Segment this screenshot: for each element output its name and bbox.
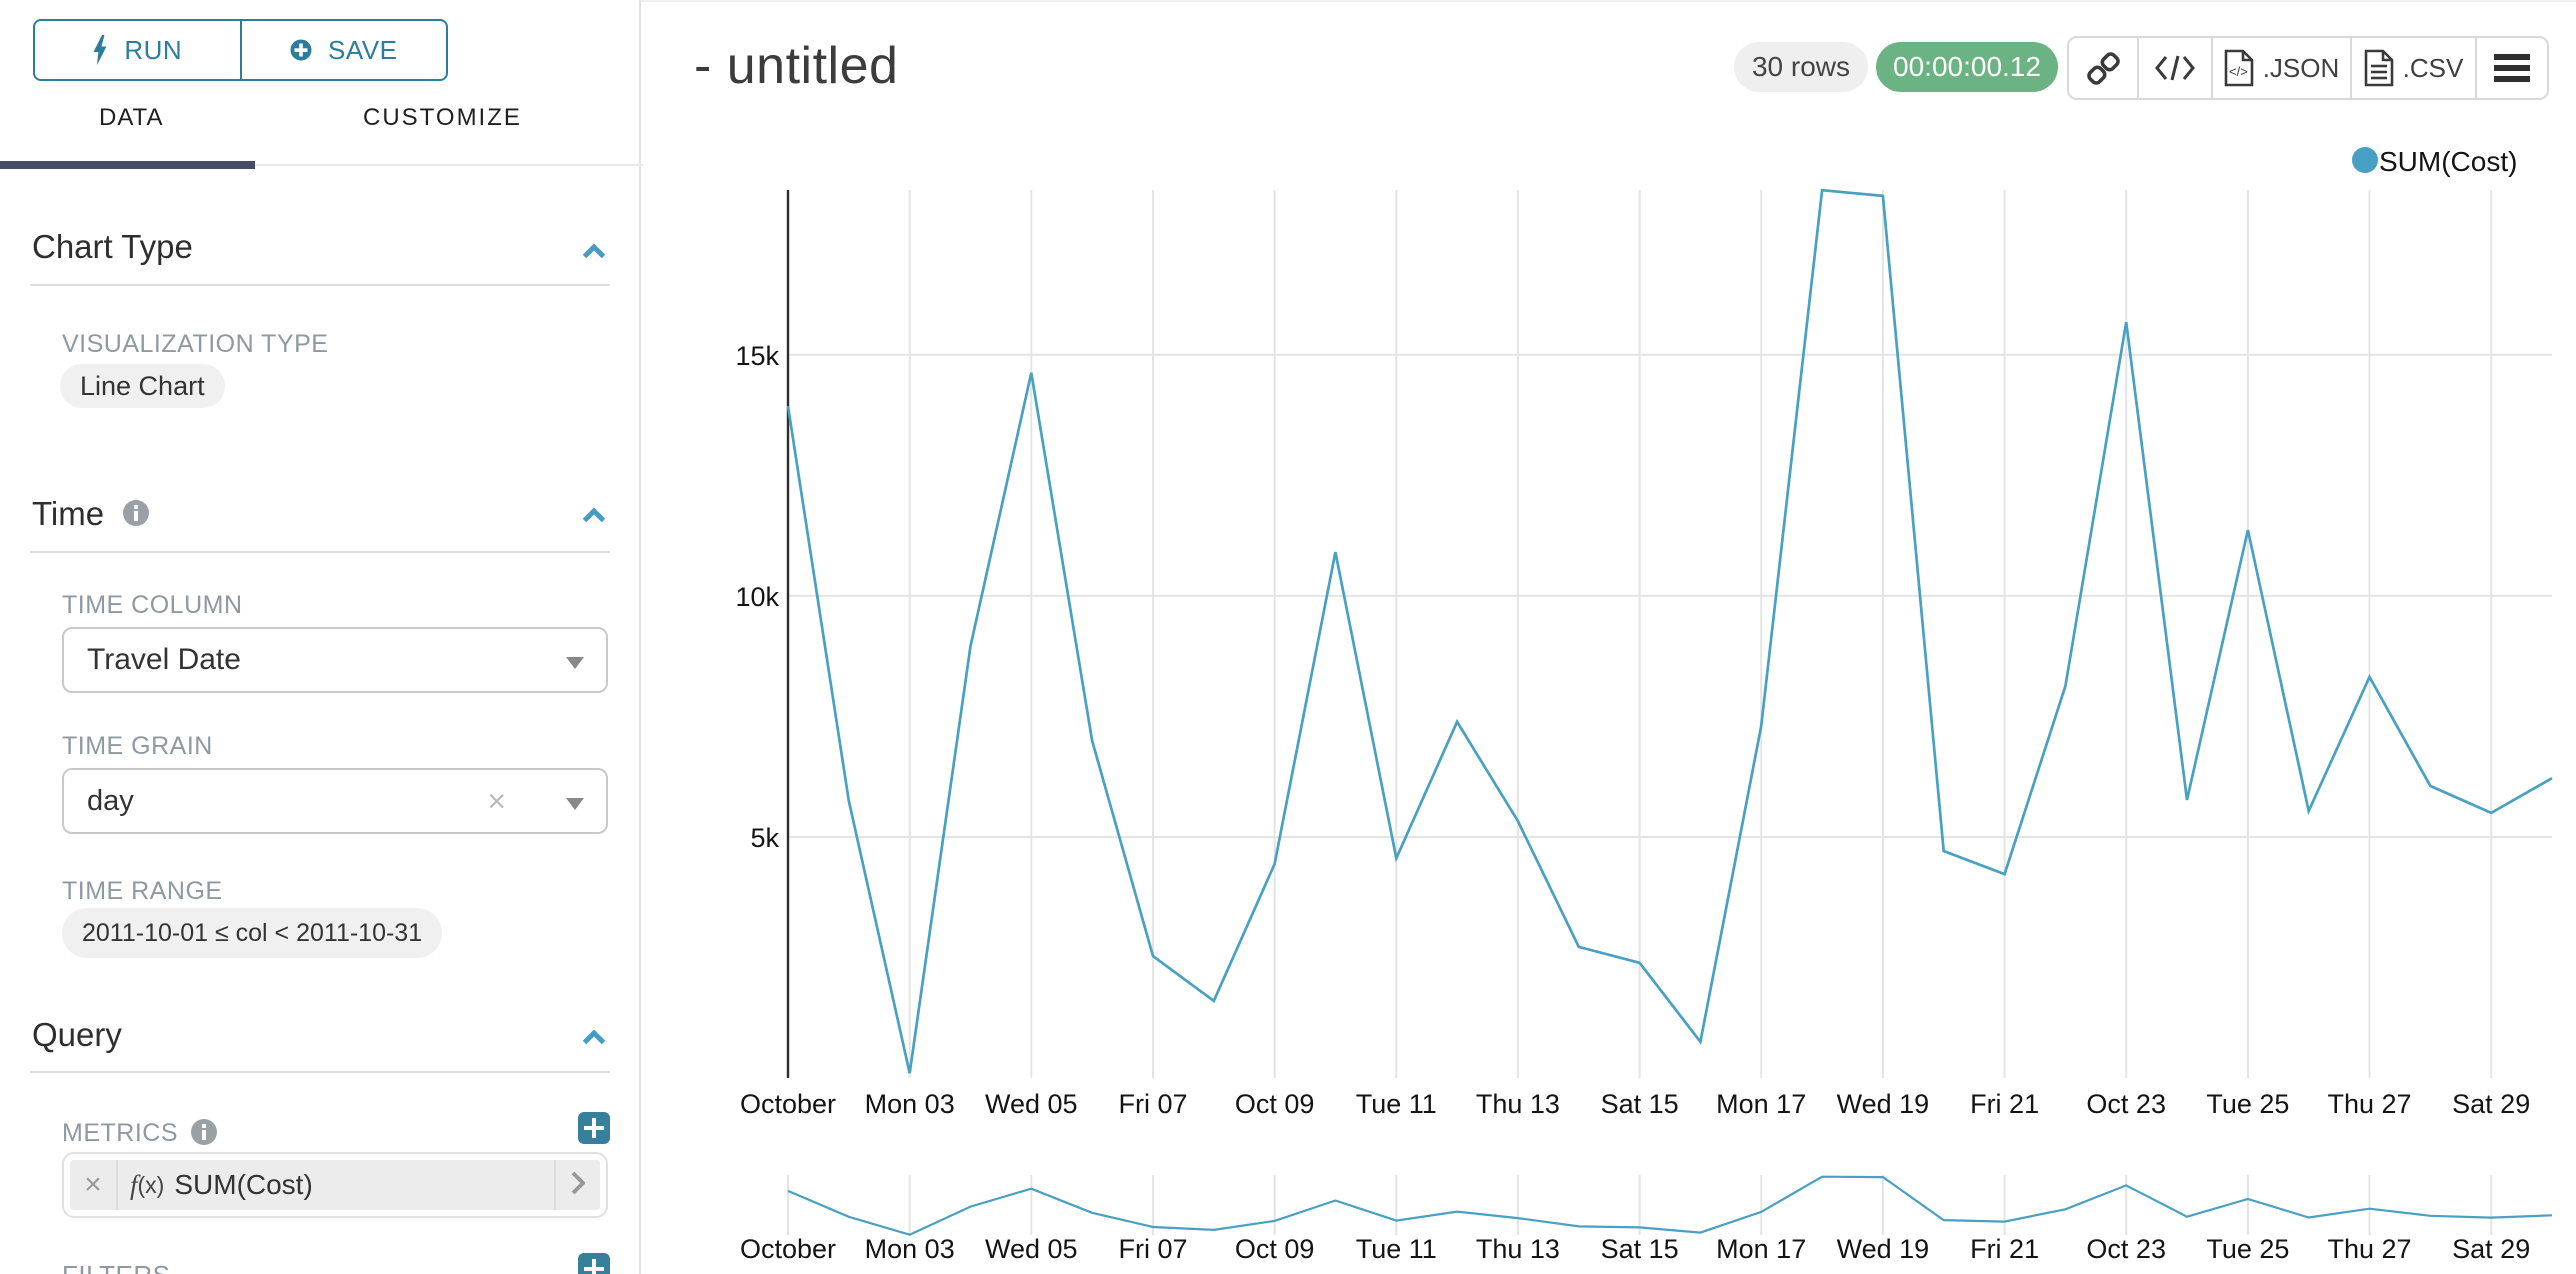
svg-text:October: October [740,1089,836,1119]
svg-text:Mon 17: Mon 17 [1716,1089,1806,1119]
svg-text:Wed 05: Wed 05 [985,1234,1078,1264]
svg-text:Oct 09: Oct 09 [1235,1234,1315,1264]
svg-text:</>: </> [2229,64,2248,79]
svg-text:Fri 07: Fri 07 [1118,1234,1187,1264]
svg-text:Mon 03: Mon 03 [865,1089,955,1119]
svg-text:Fri 21: Fri 21 [1970,1089,2039,1119]
svg-text:Thu 13: Thu 13 [1476,1234,1560,1264]
svg-text:Wed 05: Wed 05 [985,1089,1078,1119]
svg-text:10k: 10k [735,582,779,612]
svg-text:Tue 25: Tue 25 [2206,1234,2289,1264]
svg-text:Wed 19: Wed 19 [1837,1234,1930,1264]
svg-text:Wed 19: Wed 19 [1837,1089,1930,1119]
svg-text:Mon 17: Mon 17 [1716,1234,1806,1264]
svg-text:Mon 03: Mon 03 [865,1234,955,1264]
svg-text:5k: 5k [750,823,779,853]
svg-text:Oct 23: Oct 23 [2086,1089,2166,1119]
svg-text:October: October [740,1234,836,1264]
svg-text:15k: 15k [735,341,779,371]
svg-text:Fri 21: Fri 21 [1970,1234,2039,1264]
svg-text:Oct 23: Oct 23 [2086,1234,2166,1264]
svg-text:Sat 29: Sat 29 [2452,1089,2530,1119]
svg-text:Thu 27: Thu 27 [2327,1234,2411,1264]
svg-text:Tue 25: Tue 25 [2206,1089,2289,1119]
svg-text:Sat 15: Sat 15 [1601,1089,1679,1119]
svg-text:Thu 27: Thu 27 [2327,1089,2411,1119]
svg-text:Sat 15: Sat 15 [1601,1234,1679,1264]
svg-text:Fri 07: Fri 07 [1118,1089,1187,1119]
svg-text:Oct 09: Oct 09 [1235,1089,1315,1119]
svg-text:Tue 11: Tue 11 [1356,1089,1437,1119]
svg-text:Sat 29: Sat 29 [2452,1234,2530,1264]
svg-text:Thu 13: Thu 13 [1476,1089,1560,1119]
svg-text:SUM(Cost): SUM(Cost) [2379,146,2517,177]
svg-text:Tue 11: Tue 11 [1356,1234,1437,1264]
